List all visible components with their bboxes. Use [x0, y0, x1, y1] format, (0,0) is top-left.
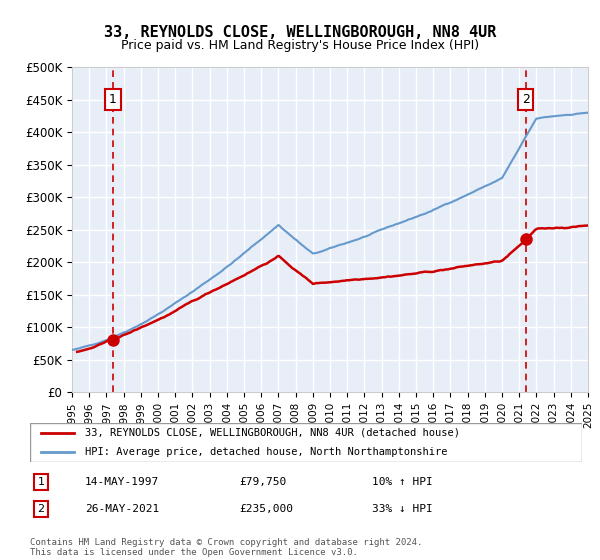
Text: 33, REYNOLDS CLOSE, WELLINGBOROUGH, NN8 4UR (detached house): 33, REYNOLDS CLOSE, WELLINGBOROUGH, NN8 … — [85, 428, 460, 437]
Text: 1: 1 — [38, 477, 44, 487]
Text: 33, REYNOLDS CLOSE, WELLINGBOROUGH, NN8 4UR: 33, REYNOLDS CLOSE, WELLINGBOROUGH, NN8 … — [104, 25, 496, 40]
Text: 26-MAY-2021: 26-MAY-2021 — [85, 504, 160, 514]
Text: 2: 2 — [522, 93, 530, 106]
Text: Price paid vs. HM Land Registry's House Price Index (HPI): Price paid vs. HM Land Registry's House … — [121, 39, 479, 52]
Text: 10% ↑ HPI: 10% ↑ HPI — [372, 477, 433, 487]
Text: £79,750: £79,750 — [240, 477, 287, 487]
Text: £235,000: £235,000 — [240, 504, 294, 514]
Text: HPI: Average price, detached house, North Northamptonshire: HPI: Average price, detached house, Nort… — [85, 447, 448, 457]
Text: 14-MAY-1997: 14-MAY-1997 — [85, 477, 160, 487]
Text: 33% ↓ HPI: 33% ↓ HPI — [372, 504, 433, 514]
Text: 1: 1 — [109, 93, 117, 106]
Text: Contains HM Land Registry data © Crown copyright and database right 2024.
This d: Contains HM Land Registry data © Crown c… — [30, 538, 422, 557]
FancyBboxPatch shape — [30, 423, 582, 462]
Text: 2: 2 — [37, 504, 44, 514]
